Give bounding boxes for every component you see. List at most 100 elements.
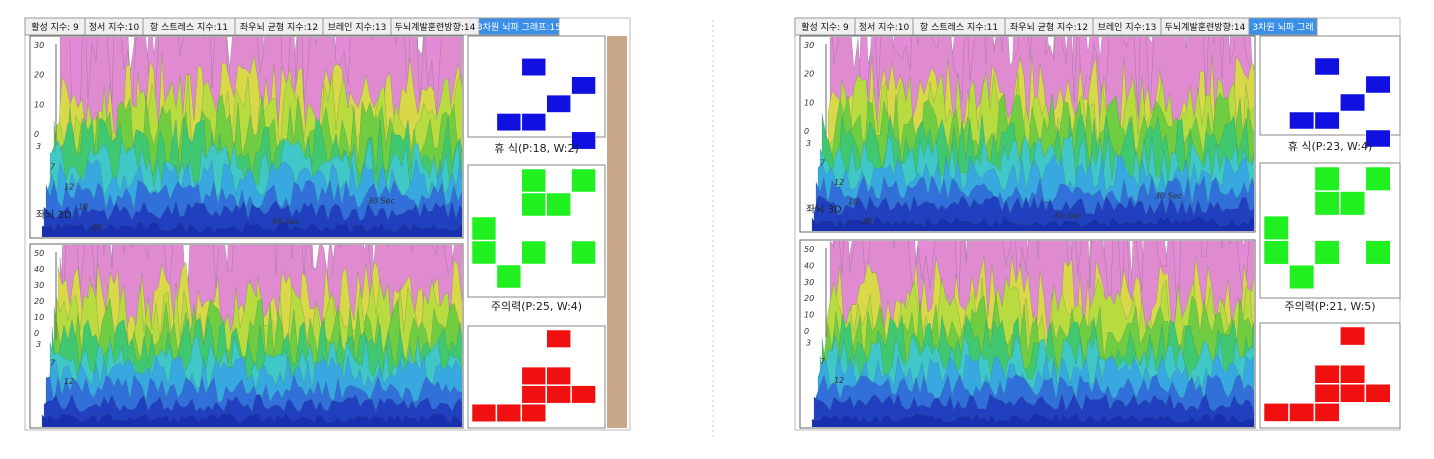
pattern-cell — [521, 113, 546, 132]
time-label: 60 Sec — [272, 217, 300, 226]
y-tick-label: 50 — [804, 245, 814, 254]
y-tick-label: 40 — [34, 265, 44, 274]
caption: 주의력(P:25, W:4) — [491, 300, 582, 313]
depth-tick-label: 3 — [806, 338, 811, 347]
pattern-cell — [496, 113, 522, 132]
depth-tick-label: 7 — [820, 158, 826, 167]
y-tick-label: 10 — [804, 98, 814, 107]
tab-label: 좌우뇌 균형 지수:12 — [240, 22, 318, 33]
depth-tick-label: 7 — [50, 358, 56, 367]
caption: 휴 식(P:23, W:4) — [1288, 140, 1373, 153]
y-tick-label: 20 — [34, 297, 44, 306]
depth-tick-label: 18 — [78, 203, 88, 212]
time-label: 30 Sec — [1155, 192, 1183, 201]
pattern-cell — [1365, 75, 1391, 94]
pattern-cell — [496, 264, 522, 289]
surface-layer — [41, 413, 462, 427]
y-tick-label: 50 — [34, 249, 44, 258]
pattern-cell — [521, 403, 546, 422]
pattern-cell — [1365, 384, 1391, 403]
surface-layer — [811, 216, 1254, 231]
time-label: 30 Sec — [368, 197, 396, 206]
surface — [811, 37, 1254, 231]
pattern-cell — [1263, 215, 1289, 240]
pattern-cell — [1314, 57, 1340, 76]
pattern-cell — [1314, 240, 1340, 265]
time-label: 60 Sec — [1055, 211, 1083, 220]
pattern-cell — [1314, 191, 1340, 216]
depth-tick-label: 7 — [50, 162, 56, 171]
depth-tick-label: 3 — [36, 340, 41, 349]
tab-label: 정서 지수:10 — [89, 22, 140, 33]
depth-tick-label: 7 — [820, 357, 826, 366]
pattern-cell — [471, 216, 497, 241]
pattern-cell — [496, 403, 522, 422]
surface — [41, 37, 462, 237]
y-tick-label: 40 — [804, 261, 814, 270]
y-tick-label: 30 — [34, 281, 44, 290]
y-tick-label: 0 — [804, 127, 809, 136]
pattern-cell — [546, 329, 571, 348]
y-tick-label: 30 — [804, 278, 814, 287]
pattern-cell — [571, 240, 596, 265]
scrollbar — [607, 36, 627, 428]
pattern-cell — [1314, 166, 1340, 191]
tab-label: 3차원 뇌파 그래 — [1252, 21, 1313, 33]
surface-layer — [811, 412, 1254, 427]
tab-label: 정서 지수:10 — [859, 22, 910, 33]
y-tick-label: 0 — [34, 329, 39, 338]
depth-tick-label: 3 — [36, 142, 41, 151]
pattern-cell — [1314, 384, 1340, 403]
y-tick-label: 10 — [34, 313, 44, 322]
pattern-cell — [1263, 240, 1289, 265]
tab-label: 두뇌계발훈련방향:14 — [395, 21, 476, 33]
pattern-cell — [1365, 240, 1391, 265]
caption: 휴 식(P:18, W:2) — [494, 142, 579, 155]
surface — [41, 245, 462, 427]
pattern-cell — [521, 366, 546, 385]
surface-layer — [813, 195, 1254, 231]
pattern-cell — [571, 131, 596, 150]
pattern-cell — [546, 94, 571, 113]
tab[interactable] — [478, 17, 560, 36]
y-tick-label: 10 — [34, 100, 44, 109]
tab-label: 3차원 뇌파 그래프:15 — [477, 21, 561, 33]
depth-tick-label: 18 — [848, 198, 858, 207]
pattern-cell — [471, 240, 497, 265]
pattern-cell — [1340, 191, 1366, 216]
tab-label: 항 스트레스 지수:11 — [150, 22, 228, 33]
tab-label: 브레인 지수:13 — [328, 22, 387, 33]
pattern-cell — [1340, 364, 1366, 384]
depth-tick-label: 3 — [806, 139, 811, 148]
depth-tick-label: 12 — [834, 178, 844, 187]
tab-label: 브레인 지수:13 — [1098, 22, 1157, 33]
pattern-cell — [1289, 403, 1315, 422]
pattern-cell — [571, 168, 596, 193]
y-tick-label: 0 — [804, 327, 809, 336]
caption: 주의력(P:21, W:5) — [1284, 300, 1375, 313]
depth-tick-label: 28 — [92, 223, 102, 232]
pattern-cell — [1314, 111, 1340, 130]
pattern-cell — [546, 366, 571, 385]
pattern-cell — [1365, 129, 1391, 148]
pattern-cell — [1365, 166, 1391, 191]
graph-label: 좌뇌 3D — [806, 203, 842, 215]
pattern-cell — [1289, 111, 1315, 130]
surface-layer — [41, 221, 462, 237]
pattern-cell — [1340, 384, 1366, 403]
pattern-cell — [571, 385, 596, 404]
y-tick-label: 30 — [34, 41, 44, 50]
tab-label: 활성 지수: 9 — [801, 21, 849, 33]
pattern-cell — [546, 385, 571, 404]
pattern-cell — [1263, 403, 1289, 422]
y-tick-label: 10 — [804, 311, 814, 320]
y-tick-label: 20 — [804, 294, 814, 303]
surface — [811, 241, 1254, 427]
pattern-cell — [1340, 326, 1366, 346]
pattern-cell — [521, 240, 546, 265]
tab[interactable] — [1248, 17, 1318, 36]
depth-tick-label: 12 — [64, 183, 74, 192]
pattern-cell — [521, 168, 546, 193]
tab-label: 두뇌계발훈련방향:14 — [1165, 21, 1246, 33]
